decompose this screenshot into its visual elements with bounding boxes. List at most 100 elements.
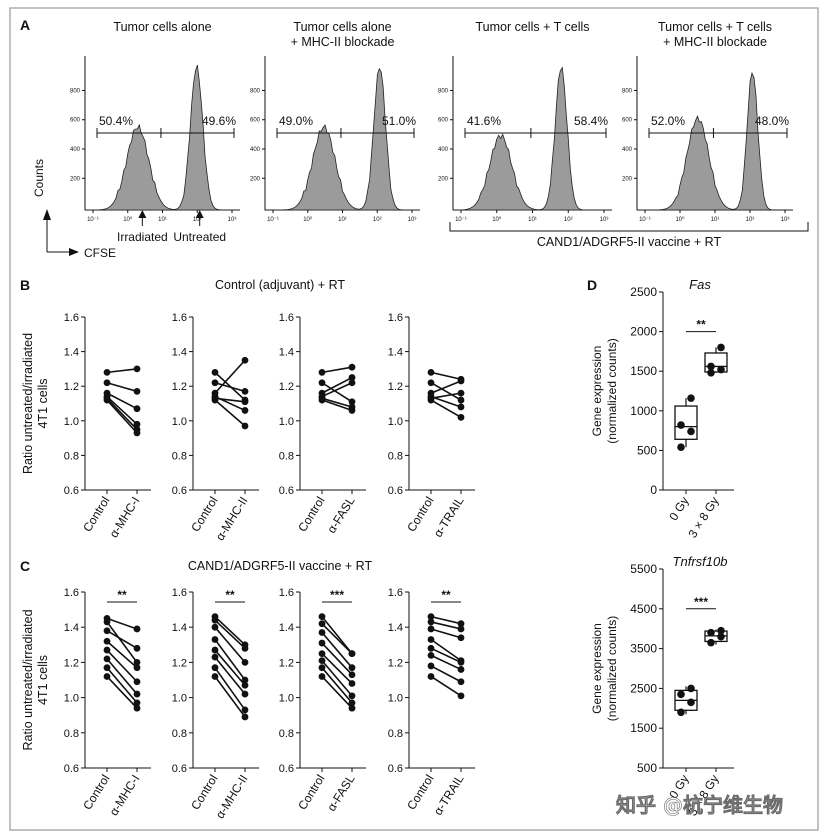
pair-line bbox=[214, 676, 246, 718]
control-point bbox=[103, 655, 111, 663]
pair-line bbox=[214, 359, 246, 394]
histogram-title: Tumor cells + T cells bbox=[475, 20, 589, 34]
treated-point bbox=[241, 398, 249, 406]
watermark: 知乎 @杭宁维生物 bbox=[616, 793, 783, 817]
panel-label: A bbox=[20, 17, 30, 33]
control-point bbox=[211, 396, 219, 404]
control-point bbox=[427, 368, 435, 376]
treated-point bbox=[241, 422, 249, 430]
control-point bbox=[211, 623, 219, 631]
treated-point bbox=[348, 379, 356, 387]
y-tick-label: 1000 bbox=[630, 404, 657, 418]
y-tick-label: 1.2 bbox=[388, 657, 403, 669]
pair-line bbox=[106, 392, 138, 410]
control-point bbox=[103, 627, 111, 635]
y-tick-label: 600 bbox=[438, 118, 449, 124]
pair-line bbox=[321, 667, 353, 704]
y-tick-label: 400 bbox=[70, 147, 81, 153]
x-tick-label: α-TRAIL bbox=[431, 494, 467, 540]
pair-line bbox=[430, 615, 462, 625]
y-tick-label: 200 bbox=[438, 176, 449, 182]
x-tick-label: α-TRAIL bbox=[431, 772, 467, 818]
control-point bbox=[318, 368, 326, 376]
pair-line bbox=[430, 382, 462, 401]
control-point bbox=[211, 636, 219, 643]
treated-point bbox=[241, 690, 249, 698]
significance-stars: *** bbox=[694, 595, 708, 609]
y-tick-label: 0.8 bbox=[279, 728, 294, 740]
arrow-head bbox=[195, 210, 204, 218]
histogram-title: Tumor cells alone bbox=[113, 20, 211, 34]
y-tick-label: 0.6 bbox=[172, 485, 187, 497]
panel-a: A Tumor cells alone 800 600 400 200 10⁻¹ 10⁰ 10¹… bbox=[20, 17, 809, 260]
pair-line bbox=[321, 382, 353, 398]
treated-point bbox=[133, 644, 141, 652]
gate-right-percent: 48.0% bbox=[755, 114, 789, 128]
y-tick-label: 1.2 bbox=[64, 381, 79, 393]
y-tick-label: 1.0 bbox=[279, 416, 294, 428]
x-tick-label: 10⁻¹ bbox=[87, 217, 99, 223]
significance-stars: ** bbox=[117, 588, 127, 602]
y-tick-label: 2500 bbox=[630, 681, 657, 695]
treated-point bbox=[133, 405, 141, 413]
pair-line bbox=[321, 660, 353, 697]
data-point bbox=[717, 632, 725, 641]
y-tick-label: 1.6 bbox=[388, 587, 403, 599]
gate-right-percent: 58.4% bbox=[574, 114, 608, 128]
treated-point bbox=[348, 650, 356, 657]
panel-label: C bbox=[20, 558, 30, 574]
x-tick-label: Control bbox=[80, 494, 112, 534]
x-tick-label: α-MHC-I bbox=[107, 494, 143, 540]
histogram-title: Tumor cells + T cells + MHC-II blockade bbox=[658, 20, 772, 49]
x-tick-label: 10³ bbox=[228, 217, 237, 223]
y-axis-title: Ratio untreated/irradiated4T1 cells bbox=[21, 609, 50, 750]
significance-stars: ** bbox=[696, 318, 706, 332]
treated-point bbox=[348, 680, 356, 687]
y-tick-label: 1.4 bbox=[64, 622, 79, 634]
pair-line bbox=[321, 675, 353, 709]
pair-line bbox=[430, 395, 462, 408]
x-tick-label: 10⁻¹ bbox=[267, 217, 279, 223]
control-point bbox=[103, 368, 111, 376]
pair-line bbox=[214, 639, 246, 681]
pair-line bbox=[214, 656, 246, 695]
pair-line bbox=[321, 366, 353, 374]
x-tick-label: 10² bbox=[564, 217, 573, 223]
pair-line bbox=[321, 616, 353, 655]
panel-d: D Fas Gene expression(normalized counts) 0 5… bbox=[587, 277, 734, 818]
pair-line bbox=[321, 376, 353, 394]
pair-line bbox=[214, 399, 246, 427]
control-point bbox=[427, 636, 435, 643]
data-point bbox=[717, 626, 725, 635]
treated-point bbox=[348, 407, 356, 414]
figure-border bbox=[9, 7, 819, 831]
y-tick-label: 1.4 bbox=[279, 622, 294, 634]
pair-line bbox=[430, 392, 462, 400]
treated-point bbox=[457, 620, 465, 628]
treated-point bbox=[241, 676, 249, 684]
data-point bbox=[707, 368, 715, 377]
pair-line bbox=[430, 399, 462, 419]
histogram-area bbox=[85, 64, 240, 211]
gate-left-percent: 52.0% bbox=[651, 114, 685, 128]
data-point bbox=[707, 638, 715, 647]
pair-line bbox=[430, 621, 462, 630]
arrow-head bbox=[138, 210, 147, 218]
control-point bbox=[318, 613, 326, 621]
y-tick-label: 1.6 bbox=[64, 312, 79, 324]
treated-point bbox=[457, 678, 465, 686]
treated-point bbox=[241, 659, 249, 666]
y-tick-label: 1.0 bbox=[388, 416, 403, 428]
treated-point bbox=[457, 625, 465, 633]
x-tick-label: Control bbox=[188, 494, 220, 534]
y-tick-label: 800 bbox=[70, 88, 81, 94]
data-point bbox=[717, 343, 725, 352]
control-point bbox=[427, 379, 435, 387]
y-tick-label: 800 bbox=[438, 88, 449, 94]
treated-point bbox=[133, 365, 141, 373]
vaccine-bracket-label: CAND1/ADGRF5-II vaccine + RT bbox=[537, 235, 722, 249]
data-point bbox=[677, 421, 685, 429]
y-tick-label: 1.6 bbox=[279, 312, 294, 324]
treated-point bbox=[348, 704, 356, 712]
y-tick-label: 0.6 bbox=[388, 763, 403, 775]
